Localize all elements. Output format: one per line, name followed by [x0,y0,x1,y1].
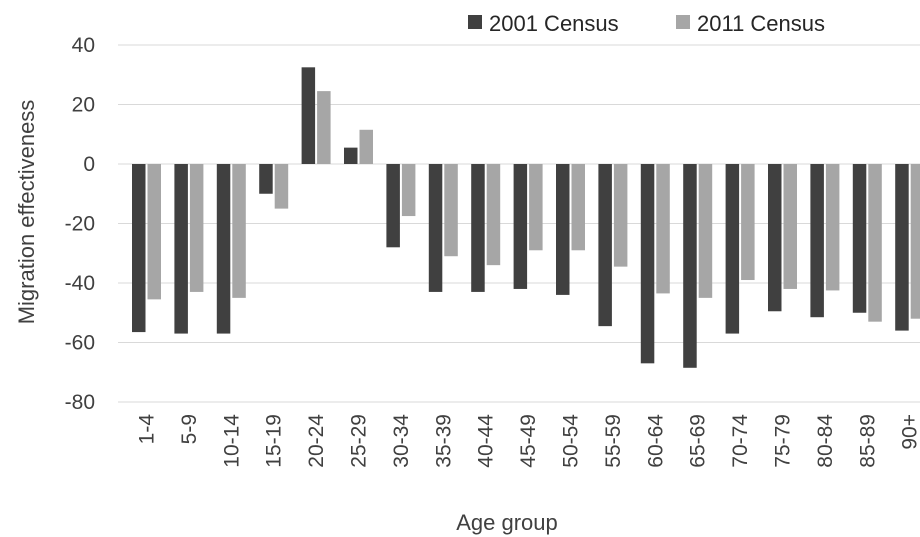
bar-2001-50-54 [556,164,570,295]
bar-2011-1-4 [147,164,161,300]
x-tick-label: 70-74 [729,414,752,468]
bar-2011-15-19 [274,164,289,209]
bar-2011-55-59 [613,164,628,267]
bar-2001-10-14 [216,164,231,334]
y-tick-label: 40 [72,34,95,57]
legend-swatch-2001 [468,15,482,29]
x-tick-label: 10-14 [220,414,243,468]
x-tick-label: 85-89 [856,414,879,468]
x-tick-label: 1-4 [136,414,159,445]
bars [132,67,920,368]
x-tick-label: 30-34 [390,414,413,468]
y-tick-label: 0 [83,153,95,176]
bar-2001-75-79 [768,164,782,312]
bar-2011-5-9 [189,164,204,292]
bar-2011-75-79 [783,164,797,289]
x-tick-label: 15-19 [263,414,286,468]
bar-2011-65-69 [698,164,713,298]
bar-2011-35-39 [444,164,458,257]
bar-2001-90+ [895,164,909,331]
x-tick-label: 40-44 [475,414,498,468]
x-tick-label: 65-69 [687,414,710,468]
x-tick-label: 50-54 [560,414,583,468]
bar-2001-15-19 [259,164,273,194]
y-axis-ticks: 40 20 0 -20 -40 -60 -80 [65,34,95,414]
legend-swatch-2011 [676,15,690,29]
bar-2011-30-34 [401,164,416,217]
bar-2001-70-74 [725,164,740,334]
legend-label-2011: 2011 Census [697,11,825,36]
x-tick-label: 55-59 [602,414,625,468]
bar-2001-20-24 [301,67,316,164]
x-tick-label: 5-9 [178,414,201,444]
x-tick-label: 90+ [899,414,920,450]
legend-label-2001: 2001 Census [489,11,619,36]
bar-2011-80-84 [825,164,840,291]
bar-2011-10-14 [232,164,246,298]
y-tick-label: -40 [65,272,95,295]
bar-2011-50-54 [571,164,585,251]
bar-2001-1-4 [132,164,146,333]
bar-2001-40-44 [471,164,485,292]
bar-2011-25-29 [359,129,373,164]
y-tick-label: -80 [65,391,95,414]
bar-2001-65-69 [683,164,697,368]
bar-2001-55-59 [598,164,612,327]
x-tick-label: 80-84 [814,414,837,468]
bar-2011-40-44 [486,164,501,266]
bar-2011-45-49 [529,164,543,251]
x-tick-label: 25-29 [348,414,371,468]
bar-2001-30-34 [386,164,400,248]
bar-2011-20-24 [317,91,331,164]
y-tick-label: 20 [72,94,95,117]
bar-2011-60-64 [656,164,670,294]
bar-2011-85-89 [868,164,882,322]
x-axis-ticks: 1-4 5-9 10-14 15-19 20-24 25-29 30-34 35-39 40-4… [136,414,920,468]
bar-2001-80-84 [810,164,824,318]
x-tick-label: 20-24 [305,414,328,468]
y-axis-title: Migration effectiveness [14,100,39,325]
bar-2011-90+ [910,164,920,319]
legend: 2001 Census 2011 Census [468,11,825,36]
x-tick-label: 45-49 [517,414,540,468]
bar-2001-85-89 [852,164,867,313]
bar-2001-25-29 [344,147,358,164]
y-tick-label: -60 [65,332,95,355]
bar-2001-60-64 [640,164,655,364]
x-tick-label: 60-64 [644,414,667,468]
y-tick-label: -20 [65,213,95,236]
bar-2011-70-74 [741,164,755,281]
x-tick-label: 75-79 [772,414,795,468]
x-axis-title: Age group [456,510,558,535]
bar-2001-35-39 [428,164,443,292]
bar-2001-45-49 [513,164,528,289]
bar-2001-5-9 [174,164,188,334]
x-tick-label: 35-39 [432,414,455,468]
